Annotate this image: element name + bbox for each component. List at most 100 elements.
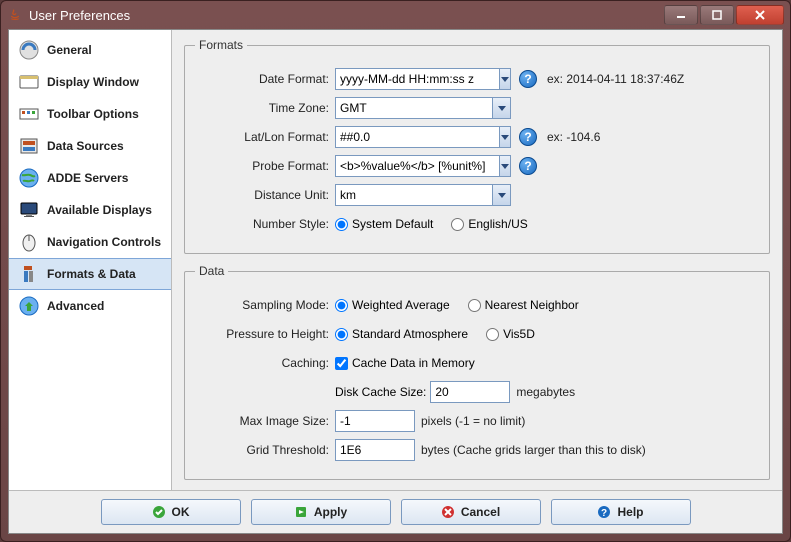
latlon-hint: ex: -104.6 [547, 130, 600, 144]
sidebar-item-label: Toolbar Options [47, 107, 139, 121]
ok-icon [152, 505, 166, 519]
sidebar-item-display-window[interactable]: Display Window [9, 66, 171, 98]
latlon-label: Lat/Lon Format: [195, 130, 335, 144]
minimize-button[interactable] [664, 5, 698, 25]
sidebar-item-advanced[interactable]: Advanced [9, 290, 171, 322]
sampling-nearest[interactable]: Nearest Neighbor [468, 298, 579, 312]
chevron-down-icon[interactable] [499, 127, 510, 147]
sidebar: General Display Window Toolbar Options D… [9, 30, 172, 490]
timezone-combo[interactable]: GMT [335, 97, 511, 119]
sidebar-item-label: ADDE Servers [47, 171, 128, 185]
distance-label: Distance Unit: [195, 188, 335, 202]
data-sources-icon [17, 134, 41, 158]
sidebar-item-label: Display Window [47, 75, 139, 89]
grid-thresh-suffix: bytes (Cache grids larger than this to d… [421, 443, 646, 457]
probe-label: Probe Format: [195, 159, 335, 173]
chevron-down-icon[interactable] [499, 156, 510, 176]
timezone-label: Time Zone: [195, 101, 335, 115]
apply-button[interactable]: Apply [251, 499, 391, 525]
max-image-suffix: pixels (-1 = no limit) [421, 414, 525, 428]
window-title: User Preferences [29, 8, 664, 23]
close-button[interactable] [736, 5, 784, 25]
help-button[interactable]: ? Help [551, 499, 691, 525]
timezone-value: GMT [336, 98, 492, 118]
chevron-down-icon[interactable] [492, 185, 510, 205]
formats-legend: Formats [195, 38, 247, 52]
sidebar-item-formats-data[interactable]: Formats & Data [9, 258, 171, 290]
pressure-label: Pressure to Height: [195, 327, 335, 341]
grid-thresh-input[interactable] [335, 439, 415, 461]
sidebar-item-label: Available Displays [47, 203, 152, 217]
data-legend: Data [195, 264, 228, 278]
apply-icon [294, 505, 308, 519]
window: User Preferences General Display Window … [0, 0, 791, 542]
monitor-icon [17, 198, 41, 222]
latlon-input[interactable] [336, 127, 499, 147]
caching-label: Caching: [195, 356, 335, 370]
formats-icon [17, 262, 41, 286]
disk-cache-suffix: megabytes [516, 385, 575, 399]
date-format-combo[interactable] [335, 68, 511, 90]
probe-input[interactable] [336, 156, 499, 176]
number-style-label: Number Style: [195, 217, 335, 231]
grid-thresh-label: Grid Threshold: [195, 443, 335, 457]
date-format-label: Date Format: [195, 72, 335, 86]
sampling-label: Sampling Mode: [195, 298, 335, 312]
globe-icon [17, 166, 41, 190]
number-style-english-us[interactable]: English/US [451, 217, 527, 231]
formats-group: Formats Date Format: ? ex: 2014-04-11 18… [184, 38, 770, 254]
distance-combo[interactable]: km [335, 184, 511, 206]
disk-cache-input[interactable] [430, 381, 510, 403]
sidebar-item-label: Formats & Data [47, 267, 136, 281]
maximize-button[interactable] [700, 5, 734, 25]
chevron-down-icon[interactable] [492, 98, 510, 118]
window-controls [664, 5, 784, 25]
sidebar-item-data-sources[interactable]: Data Sources [9, 130, 171, 162]
help-icon[interactable]: ? [519, 70, 537, 88]
pressure-standard[interactable]: Standard Atmosphere [335, 327, 468, 341]
globe-arrow-icon [17, 294, 41, 318]
date-format-hint: ex: 2014-04-11 18:37:46Z [547, 72, 684, 86]
svg-text:?: ? [601, 508, 607, 519]
sidebar-item-adde-servers[interactable]: ADDE Servers [9, 162, 171, 194]
sidebar-item-label: Advanced [47, 299, 104, 313]
help-icon[interactable]: ? [519, 157, 537, 175]
date-format-input[interactable] [336, 69, 499, 89]
sampling-weighted[interactable]: Weighted Average [335, 298, 450, 312]
probe-combo[interactable] [335, 155, 511, 177]
max-image-label: Max Image Size: [195, 414, 335, 428]
footer: OK Apply Cancel ? Help [9, 490, 782, 533]
body: General Display Window Toolbar Options D… [9, 30, 782, 490]
pressure-group: Standard Atmosphere Vis5D [335, 327, 535, 341]
max-image-input[interactable] [335, 410, 415, 432]
disk-cache-label: Disk Cache Size: [335, 385, 430, 399]
data-group: Data Sampling Mode: Weighted Average Nea… [184, 264, 770, 480]
number-style-system-default[interactable]: System Default [335, 217, 433, 231]
chevron-down-icon[interactable] [499, 69, 510, 89]
number-style-group: System Default English/US [335, 217, 528, 231]
help-icon[interactable]: ? [519, 128, 537, 146]
sidebar-item-navigation-controls[interactable]: Navigation Controls [9, 226, 171, 258]
general-icon [17, 38, 41, 62]
cache-checkbox[interactable]: Cache Data in Memory [335, 356, 475, 370]
sampling-group: Weighted Average Nearest Neighbor [335, 298, 579, 312]
sidebar-item-label: Data Sources [47, 139, 124, 153]
display-window-icon [17, 70, 41, 94]
sidebar-item-available-displays[interactable]: Available Displays [9, 194, 171, 226]
distance-value: km [336, 185, 492, 205]
client-area: General Display Window Toolbar Options D… [8, 29, 783, 534]
main-panel: Formats Date Format: ? ex: 2014-04-11 18… [172, 30, 782, 490]
cancel-icon [441, 505, 455, 519]
ok-button[interactable]: OK [101, 499, 241, 525]
latlon-combo[interactable] [335, 126, 511, 148]
titlebar: User Preferences [1, 1, 790, 29]
sidebar-item-label: General [47, 43, 92, 57]
java-icon [7, 7, 23, 23]
sidebar-item-general[interactable]: General [9, 34, 171, 66]
mouse-icon [17, 230, 41, 254]
sidebar-item-label: Navigation Controls [47, 235, 161, 249]
sidebar-item-toolbar-options[interactable]: Toolbar Options [9, 98, 171, 130]
toolbar-icon [17, 102, 41, 126]
cancel-button[interactable]: Cancel [401, 499, 541, 525]
pressure-vis5d[interactable]: Vis5D [486, 327, 535, 341]
